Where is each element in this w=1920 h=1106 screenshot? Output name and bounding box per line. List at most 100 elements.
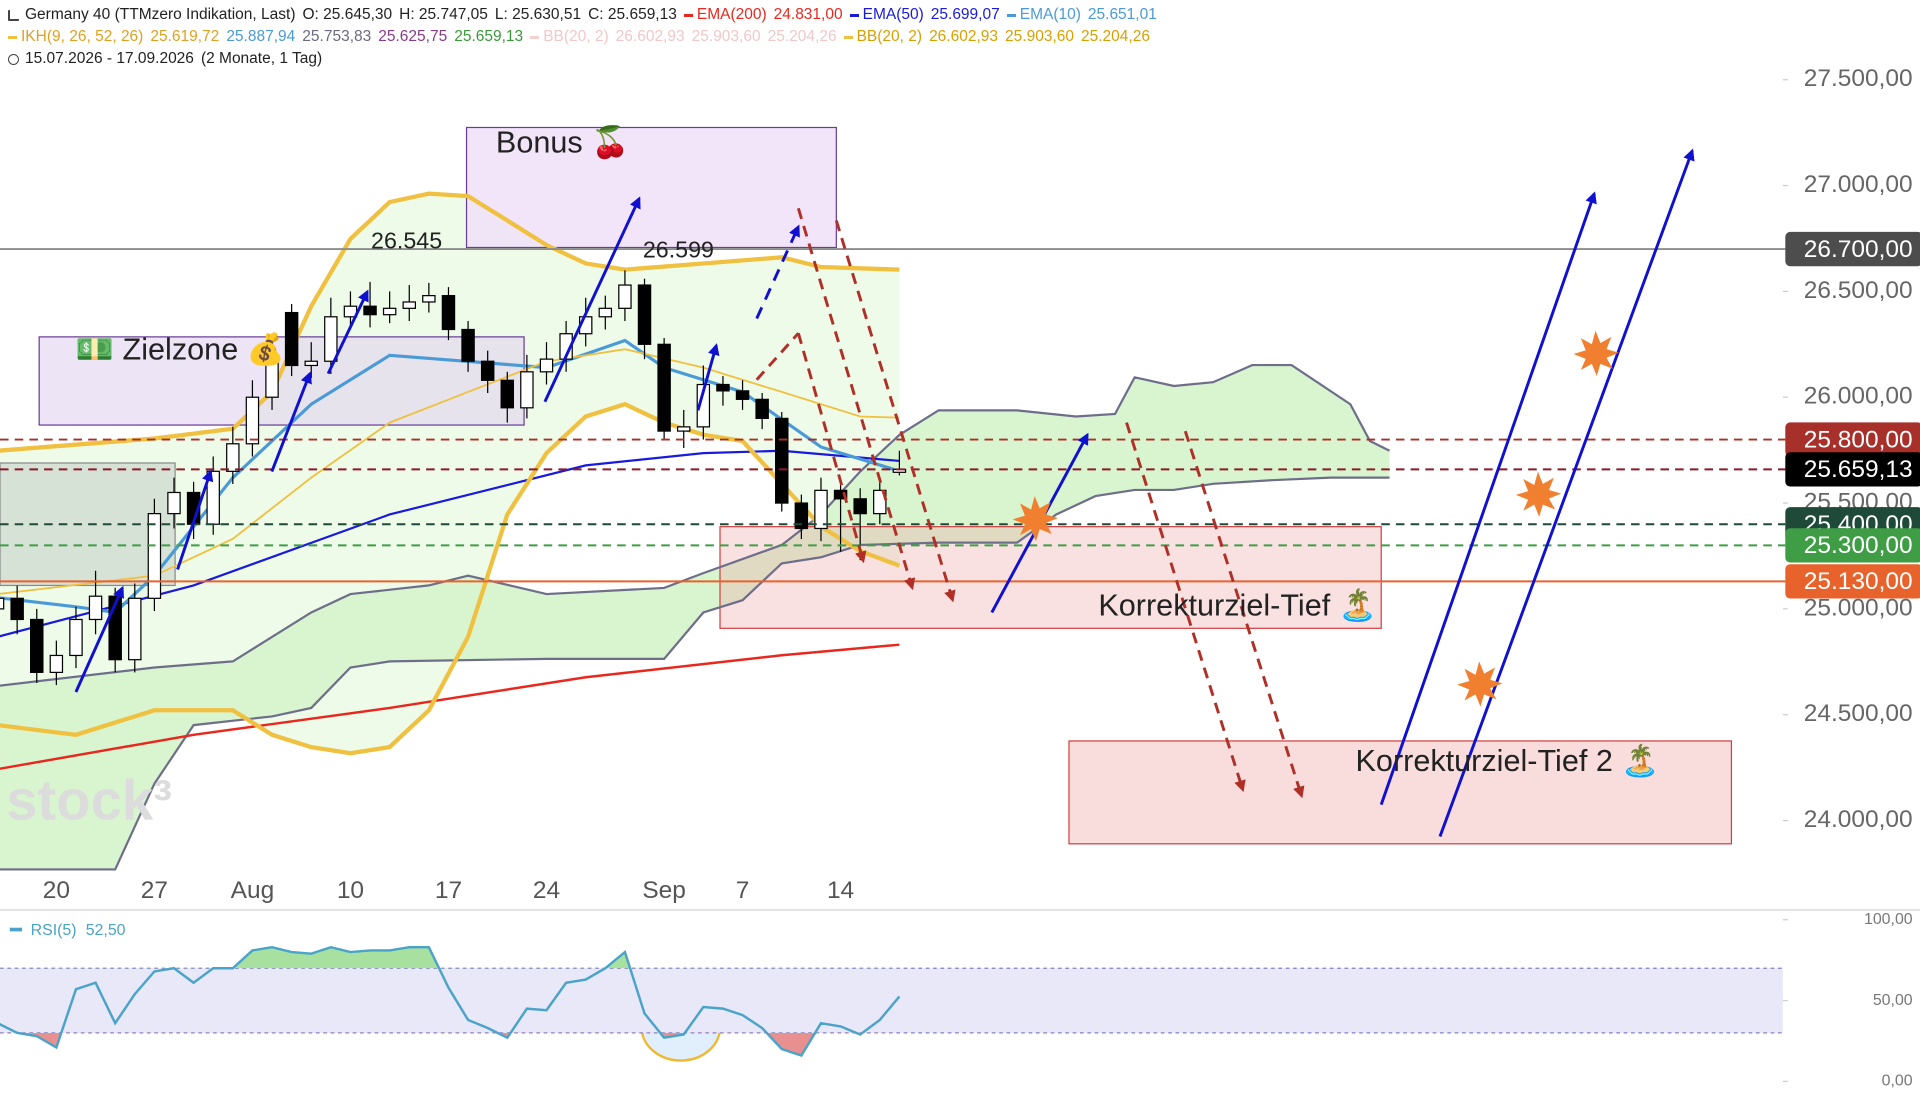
candle-body (167, 491, 181, 515)
legend-item: 25.753,83 (302, 28, 372, 45)
legend-item: Germany 40 (TTMzero Indikation, Last) (25, 6, 296, 23)
korrektur-box (719, 526, 1382, 629)
burst-icon (1573, 330, 1619, 377)
rsi-oversold-fill (17, 1032, 863, 1056)
legend-marker (8, 35, 17, 39)
candle-body (382, 307, 397, 316)
fills (0, 193, 1390, 870)
arrow (326, 289, 369, 375)
arrow (796, 207, 916, 591)
candle-body (10, 597, 24, 621)
candle-body (716, 383, 730, 392)
watermark: stock³ (6, 769, 172, 832)
candle-body (500, 379, 515, 409)
annotation: Korrekturziel-Tief 🏝️ (1098, 588, 1377, 623)
price-label-box (1785, 231, 1920, 267)
legend-marker (530, 35, 540, 39)
y-tick-label: 50,00 (1873, 992, 1913, 1009)
candle-body (402, 301, 416, 309)
legend: Germany 40 (TTMzero Indikation, Last) O: … (8, 4, 1164, 70)
arrow (696, 343, 720, 411)
candle-body (677, 426, 691, 432)
cloud-span (0, 476, 1390, 871)
legend-item: 26.602,93 (929, 28, 999, 45)
legend-item: O: 25.645,30 (302, 6, 393, 23)
legend-item: EMA(200) (696, 6, 767, 23)
candle-body (304, 360, 318, 367)
candle-body (324, 316, 338, 362)
legend-item: H: 25.747,05 (399, 6, 488, 23)
arrow (834, 220, 956, 603)
x-tick-label: 17 (435, 877, 462, 904)
candle-body (539, 358, 554, 373)
arrow (176, 469, 214, 571)
legend-item: L: 25.630,51 (494, 6, 582, 23)
price-label: 26.700,00 (1804, 236, 1913, 263)
x-tick-label: 27 (141, 877, 168, 904)
korrektur2-box (1068, 740, 1733, 845)
zielzone-box (38, 336, 525, 426)
arrow (1438, 148, 1695, 837)
peak-label: 26.545 (371, 228, 442, 254)
candle-body (461, 328, 475, 362)
price-label: 25.130,00 (1804, 568, 1913, 595)
candle-body (480, 360, 495, 381)
candle-body (441, 295, 456, 331)
arrows (74, 148, 1695, 837)
candle-body (618, 284, 632, 309)
candle-body (873, 489, 887, 515)
y-tick-label: 24.500,00 (1804, 700, 1913, 727)
candle-body (69, 618, 83, 657)
candle-body (520, 371, 534, 409)
price-label: 25.300,00 (1804, 532, 1913, 559)
legend-item: IKH(9, 26, 52, 26) (21, 28, 144, 45)
cloud-span (0, 363, 1391, 687)
candle-body (657, 343, 671, 432)
y-tick-label: 26.500,00 (1804, 277, 1913, 304)
rsi-line (0, 945, 901, 1057)
candle-body (598, 307, 613, 318)
candle-body (226, 443, 240, 472)
price-label: 25.800,00 (1804, 426, 1913, 453)
bollinger-fill (0, 193, 900, 754)
candle-body (0, 597, 5, 610)
arrow (1379, 191, 1597, 806)
legend-item: 25.903,60 (1005, 28, 1074, 45)
candle-body (88, 595, 103, 621)
arrow (74, 585, 124, 693)
candle-body (853, 498, 867, 515)
burst-icon (1457, 661, 1503, 707)
legend-item: 25.204,26 (1081, 28, 1150, 45)
indicator-line (0, 643, 900, 770)
legend-marker (849, 13, 859, 17)
candle-body (30, 618, 44, 674)
candle-body (755, 398, 769, 420)
annotation: 💵 Zielzone 💰 (76, 332, 285, 368)
rsi-band (0, 968, 1783, 1033)
x-tick-label: Aug (231, 877, 275, 904)
x-tick-label: 24 (533, 877, 560, 904)
candle-body (775, 417, 789, 504)
zone-box (0, 462, 176, 587)
candle-body (696, 383, 711, 428)
candle-body (422, 295, 436, 303)
candle-body (814, 489, 828, 530)
legend-item: C: 25.659,13 (588, 6, 677, 23)
legend-item: 26.602,93 (615, 28, 685, 45)
price-label-box (1785, 452, 1920, 487)
candle-body (128, 597, 142, 661)
y-tick-label: 0,00 (1882, 1073, 1913, 1090)
arrow (755, 332, 800, 381)
arrow (543, 196, 641, 403)
candle-body (49, 654, 64, 674)
legend-item: 24.831,00 (773, 6, 843, 23)
x-tick-label: 20 (43, 877, 70, 904)
candle-body (794, 502, 809, 530)
legend-item: 25.619,72 (150, 28, 220, 45)
candles (0, 270, 907, 686)
candle-body (637, 284, 652, 345)
legend-item: 25.903,60 (691, 28, 761, 45)
candle-body (245, 396, 260, 445)
arrow (796, 332, 867, 564)
